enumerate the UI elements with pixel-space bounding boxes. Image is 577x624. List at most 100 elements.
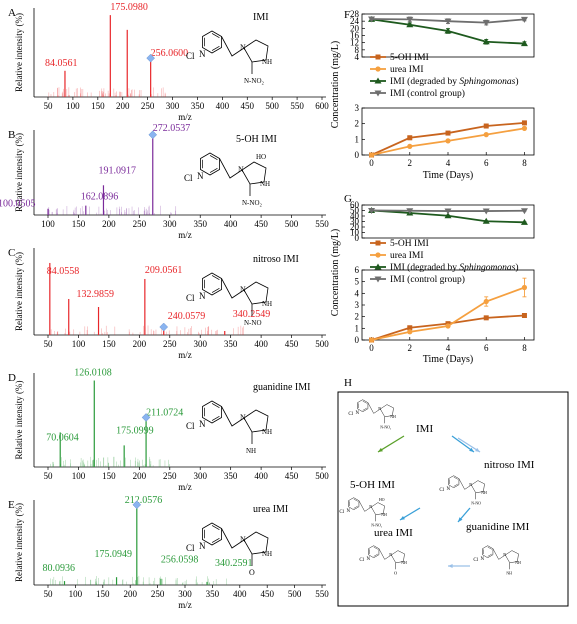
- x-tick-label: 500: [315, 471, 329, 481]
- x-tick-label: 400: [216, 101, 230, 111]
- pyridine-ring: [368, 545, 380, 559]
- x-tick-label: 2: [408, 343, 413, 353]
- y-tick-label: 3: [355, 103, 360, 113]
- nitro-label: N-NO₂: [380, 425, 392, 429]
- y-axis-label: Concentration (mg/L): [330, 41, 341, 128]
- data-point: [406, 21, 414, 28]
- double-bond: [362, 407, 367, 411]
- pathway-node-label: nitroso IMI: [484, 459, 535, 471]
- n-label: N: [240, 413, 246, 422]
- y-tick-label: 0: [355, 150, 360, 160]
- n-label: N: [378, 406, 382, 411]
- peak-label: 132.9859: [77, 289, 115, 300]
- x-tick-label: 500: [288, 589, 302, 599]
- y-tick-label: 12: [350, 38, 359, 48]
- n-label: N: [240, 43, 246, 52]
- panel-letter: H: [344, 377, 352, 389]
- pathway-arrowhead: [458, 517, 463, 522]
- panel-letter: A: [8, 7, 16, 19]
- y-tick-label: 24: [350, 16, 360, 26]
- nh-label: NH: [260, 180, 270, 188]
- data-point: [407, 325, 413, 331]
- ring-n-label: N: [367, 557, 371, 562]
- data-point: [521, 125, 528, 131]
- nh-label: NH: [262, 550, 272, 558]
- double-bond: [211, 537, 220, 543]
- nitro-label: N-NO₂: [242, 199, 262, 207]
- x-tick-label: 100: [72, 339, 86, 349]
- linker: [367, 402, 381, 414]
- y-tick-label: 30: [350, 217, 360, 227]
- data-point: [482, 38, 490, 45]
- carbonyl-label: O: [249, 568, 255, 577]
- peak-label: 70.0604: [46, 432, 79, 443]
- nitroso-label: N-NO: [244, 319, 262, 327]
- data-point: [521, 120, 527, 126]
- pathway-panel-H: H IMI 5-OH IMI nitroso IMI urea IMI guanidine…: [337, 377, 569, 607]
- n-label: N: [238, 165, 244, 174]
- x-tick-label: 100: [66, 101, 80, 111]
- data-point: [521, 313, 527, 318]
- x-axis-label: Time (Days): [423, 170, 473, 181]
- peak-label: 84.0561: [45, 58, 77, 69]
- double-bond: [211, 45, 220, 51]
- x-tick-label: 100: [41, 219, 55, 229]
- double-bond: [373, 553, 378, 557]
- x-tick-label: 50: [44, 471, 54, 481]
- imidazolidine-ring: [505, 550, 519, 563]
- structure-A: Cl N N NH N-NO₂: [186, 30, 272, 85]
- y-tick-label: 60: [350, 200, 360, 210]
- double-bond: [373, 546, 378, 550]
- double-bond: [209, 167, 218, 173]
- data-point: [407, 135, 413, 141]
- data-point: [520, 208, 528, 215]
- ring-n-label: N: [199, 541, 206, 551]
- compound-name: IMI: [253, 12, 269, 23]
- y-axis-label: Relative intensity (%): [14, 252, 24, 331]
- pathway-frame: [337, 391, 569, 607]
- data-point: [368, 337, 375, 343]
- nitro-label: N-NO₂: [371, 523, 383, 527]
- nh-label: NH: [515, 561, 521, 565]
- data-point: [483, 298, 489, 305]
- n-label: N: [369, 504, 373, 509]
- legend-label: urea IMI: [390, 251, 424, 261]
- double-bond: [362, 400, 367, 404]
- nh-label: NH: [262, 58, 272, 66]
- pyridine-ring: [448, 475, 460, 489]
- x-tick-label: 450: [285, 471, 299, 481]
- x-tick-label: 150: [102, 471, 116, 481]
- imidazolidine-ring: [380, 404, 394, 417]
- nh-label: NH: [262, 428, 272, 436]
- panel-letter: C: [8, 247, 15, 259]
- chloro-label: Cl: [186, 51, 195, 61]
- chloro-label: Cl: [473, 558, 478, 563]
- double-bond: [487, 546, 492, 550]
- x-tick-label: 150: [96, 589, 110, 599]
- structure-C: Cl N N NH N-NO: [186, 272, 272, 327]
- x-tick-label: 250: [163, 471, 177, 481]
- x-tick-label: 50: [44, 339, 54, 349]
- peak-label: 84.0558: [47, 266, 80, 277]
- structure-D: Cl N N NH NH: [186, 400, 272, 455]
- y-tick-label: 4: [355, 52, 360, 62]
- panel-letter: G: [344, 193, 352, 205]
- x-tick-label: 8: [522, 158, 527, 168]
- data-point: [406, 208, 414, 215]
- data-point: [483, 315, 489, 321]
- x-tick-label: 4: [446, 158, 451, 168]
- chloro-label: Cl: [186, 421, 195, 431]
- linker: [221, 406, 245, 427]
- peak-label: 256.0598: [161, 555, 199, 566]
- pyridine-ring: [202, 400, 222, 424]
- double-bond: [353, 505, 358, 509]
- x-tick-label: 450: [285, 339, 299, 349]
- linker: [358, 500, 372, 512]
- x-tick-label: 100: [69, 589, 83, 599]
- pathway-arrowhead: [378, 447, 383, 452]
- x-tick-label: 50: [44, 101, 54, 111]
- nitro-label: N-NO₂: [244, 77, 264, 85]
